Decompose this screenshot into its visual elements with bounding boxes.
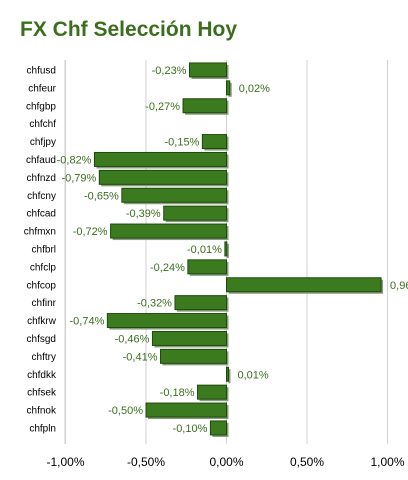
value-label: -0,82% <box>57 154 92 166</box>
value-label: -0,01% <box>187 244 222 256</box>
category-label: chfcny <box>27 191 56 202</box>
value-label: -0,65% <box>84 190 119 202</box>
category-label: chfpln <box>29 423 56 434</box>
value-label: -0,46% <box>115 333 150 345</box>
category-label: chfdkk <box>27 370 57 381</box>
value-label: -0,32% <box>137 298 172 310</box>
x-axis-ticks: -1,00% -0,50% 0,00% 0,50% 1,00% <box>46 455 404 469</box>
value-label: 0,02% <box>239 83 270 95</box>
bar <box>174 295 227 311</box>
category-label: chftry <box>32 352 56 363</box>
x-tick-label: -0,50% <box>127 455 165 469</box>
x-tick-label: 0,00% <box>209 455 243 469</box>
category-label: chfcop <box>27 280 57 291</box>
bar <box>106 313 227 329</box>
bar <box>188 62 227 78</box>
bar-shadow <box>228 369 231 384</box>
category-label: chfkrw <box>27 316 57 327</box>
value-label: -0,23% <box>152 65 187 77</box>
value-label: -0,79% <box>61 172 96 184</box>
bar <box>226 80 231 96</box>
bar-shadow <box>226 243 229 258</box>
category-label: chfeur <box>28 83 56 94</box>
value-label: 0,01% <box>238 369 269 381</box>
bar <box>197 384 228 400</box>
value-label: -0,41% <box>123 351 158 363</box>
category-label: chfbrl <box>32 244 56 255</box>
value-label: 0,96 <box>390 280 408 292</box>
category-label: chfgbp <box>26 101 56 112</box>
value-label: -0,50% <box>108 405 143 417</box>
category-label: chfjpy <box>30 137 56 148</box>
value-label: -0,72% <box>73 226 108 238</box>
bar <box>93 151 228 167</box>
category-label: chfsgd <box>27 334 56 345</box>
bar <box>187 259 227 275</box>
bar <box>163 205 228 221</box>
bar <box>209 420 227 436</box>
x-tick-label: 1,00% <box>370 455 404 469</box>
category-label: chfchf <box>29 119 56 130</box>
category-label: chfmxn <box>24 227 56 238</box>
category-label: chfinr <box>32 298 57 309</box>
bar <box>226 366 229 382</box>
chart-title: FX Chf Selección Hoy <box>20 18 238 41</box>
category-label: chfsek <box>27 388 57 399</box>
category-label: chfnzd <box>27 173 56 184</box>
bar <box>110 223 227 239</box>
x-tick-label: 0,50% <box>290 455 324 469</box>
bar <box>182 98 227 114</box>
category-label: chfusd <box>27 65 56 76</box>
x-tick-label: -1,00% <box>46 455 84 469</box>
bar <box>121 187 227 203</box>
category-label: chfnok <box>27 406 57 417</box>
value-label: -0,10% <box>173 423 208 435</box>
bar <box>159 348 228 364</box>
category-label: chfcad <box>27 209 56 220</box>
value-labels: -0,23% 0,02% -0,27% -0,15% -0,82% -0,79% -0,65… <box>57 65 408 435</box>
bar <box>226 277 382 293</box>
category-labels: chfusd chfeur chfgbp chfchf chfjpy chfaud chfn… <box>24 65 57 434</box>
bar <box>151 330 227 346</box>
bar <box>98 169 227 185</box>
bar <box>224 241 228 257</box>
category-label: chfaud <box>26 155 56 166</box>
value-label: -0,15% <box>164 137 199 149</box>
value-label: -0,18% <box>160 387 195 399</box>
value-label: -0,24% <box>150 262 185 274</box>
bar <box>201 134 228 150</box>
value-label: -0,74% <box>70 316 105 328</box>
category-label: chfclp <box>30 262 57 273</box>
bar <box>145 402 227 418</box>
value-label: -0,39% <box>126 208 161 220</box>
value-label: -0,27% <box>145 101 180 113</box>
bars <box>93 62 384 437</box>
